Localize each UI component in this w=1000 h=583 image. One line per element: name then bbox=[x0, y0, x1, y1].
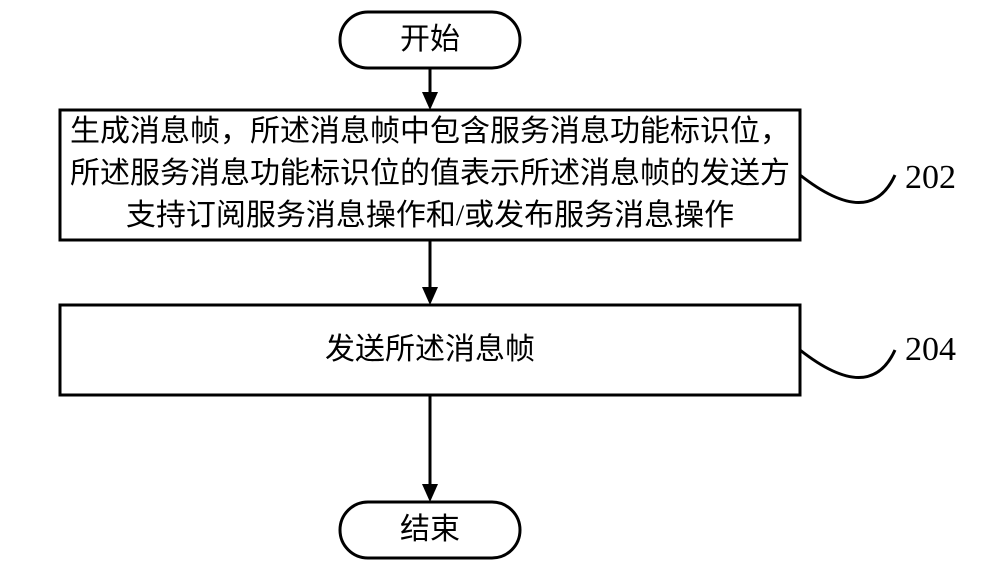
arrowhead-step204-end bbox=[422, 484, 438, 502]
step202-text-line-2: 支持订阅服务消息操作和/或发布服务消息操作 bbox=[126, 199, 734, 232]
arrowhead-start-step202 bbox=[422, 92, 438, 110]
start-label: 开始 bbox=[400, 23, 460, 56]
step202-connector-curve bbox=[800, 175, 895, 203]
arrowhead-step202-step204 bbox=[422, 287, 438, 305]
step202-step-number: 202 bbox=[905, 159, 956, 196]
step204-connector-curve bbox=[800, 350, 895, 378]
end-label: 结束 bbox=[400, 513, 460, 546]
flowchart-canvas: 开始生成消息帧，所述消息帧中包含服务消息功能标识位， 所述服务消息功能标识位的值表… bbox=[0, 0, 1000, 583]
step204-text-line-0: 发送所述消息帧 bbox=[325, 333, 535, 366]
step202-text-line-0: 生成消息帧，所述消息帧中包含服务消息功能标识位， bbox=[70, 115, 790, 148]
step204-step-number: 204 bbox=[905, 331, 956, 368]
step202-text-line-1: 所述服务消息功能标识位的值表示所述消息帧的发送方 bbox=[70, 157, 790, 190]
